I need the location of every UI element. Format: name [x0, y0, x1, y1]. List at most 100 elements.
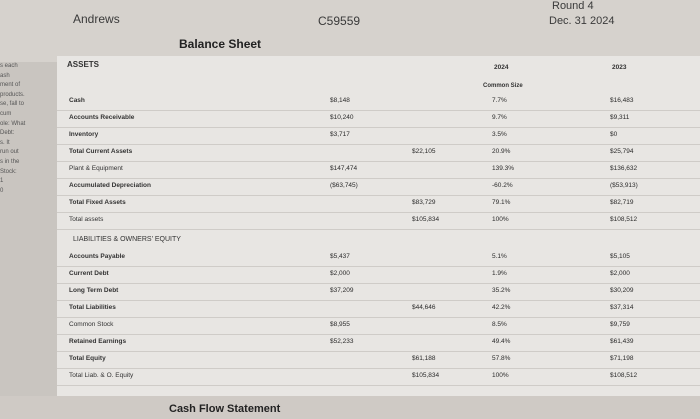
- row-value: $37,209: [330, 287, 354, 294]
- table-row: Current Debt $2,000 1.9% $2,000: [57, 266, 700, 284]
- report-header: [0, 0, 700, 62]
- page-title: Balance Sheet: [179, 37, 262, 51]
- table-row: Total Liab. & O. Equity $105,834 100% $1…: [57, 368, 700, 386]
- row-label: Cash: [69, 97, 85, 104]
- row-value: $5,437: [330, 253, 350, 260]
- row-prior: $82,719: [610, 199, 634, 206]
- side-text: se, fall to: [0, 101, 25, 108]
- side-text: s each: [0, 63, 18, 69]
- row-label: Current Debt: [69, 270, 109, 277]
- row-percent: 1.9%: [492, 270, 507, 277]
- row-label: Total Fixed Assets: [69, 199, 126, 206]
- row-percent: 3.5%: [492, 131, 507, 138]
- row-prior: $71,198: [610, 355, 634, 362]
- row-percent: 57.8%: [492, 355, 511, 362]
- column-common-size: Common Size: [483, 83, 523, 89]
- side-text: ash: [0, 72, 10, 79]
- side-text: ole: What: [0, 120, 26, 127]
- row-label: Common Stock: [69, 321, 114, 328]
- table-row: Total assets $105,834 100% $108,512: [57, 212, 700, 230]
- row-prior: $5,105: [610, 253, 630, 260]
- row-prior: $108,512: [610, 216, 638, 223]
- table-row: Accumulated Depreciation ($63,745) -60.2…: [57, 178, 700, 196]
- table-row: Cash $8,148 7.7% $16,483: [57, 93, 700, 111]
- column-2024: 2024: [494, 64, 509, 71]
- table-row: Long Term Debt $37,209 35.2% $30,209: [57, 283, 700, 301]
- table-row: Accounts Payable $5,437 5.1% $5,105: [57, 249, 700, 267]
- table-row: Plant & Equipment $147,474 139.3% $136,6…: [57, 161, 700, 179]
- row-percent: 100%: [492, 216, 509, 223]
- row-subtotal: $83,729: [412, 199, 436, 206]
- table-row: Common Stock $8,955 8.5% $9,759: [57, 317, 700, 335]
- side-text: Stock:: [0, 168, 17, 175]
- row-percent: -60.2%: [492, 182, 513, 189]
- row-percent: 42.2%: [492, 304, 511, 311]
- side-text: 1: [0, 178, 4, 185]
- table-row: Accounts Receivable $10,240 9.7% $9,311: [57, 110, 700, 128]
- row-label: Plant & Equipment: [69, 165, 123, 172]
- table-row: Retained Earnings $52,233 49.4% $61,439: [57, 334, 700, 352]
- row-subtotal: $61,188: [412, 355, 436, 362]
- row-label: Retained Earnings: [69, 338, 127, 345]
- row-prior: $9,311: [610, 114, 630, 121]
- report-date: Dec. 31 2024: [549, 15, 615, 27]
- table-row: Total Equity $61,188 57.8% $71,198: [57, 351, 700, 369]
- company-id: C59559: [318, 14, 361, 28]
- row-label: Accounts Receivable: [69, 114, 135, 121]
- side-text: run out: [0, 149, 19, 156]
- table-row: Total Current Assets $22,105 20.9% $25,7…: [57, 144, 700, 162]
- row-percent: 7.7%: [492, 97, 507, 104]
- row-prior: ($53,913): [610, 182, 638, 189]
- next-section-title: Cash Flow Statement: [169, 403, 281, 415]
- row-percent: 79.1%: [492, 199, 511, 206]
- row-value: $2,000: [330, 270, 350, 277]
- side-text: 0: [0, 187, 4, 194]
- row-percent: 35.2%: [492, 287, 511, 294]
- row-prior: $108,512: [610, 372, 638, 379]
- row-percent: 139.3%: [492, 165, 515, 172]
- balance-sheet-table: ASSETS 2024 2023 Common Size Cash $8,148…: [57, 56, 700, 396]
- row-value: $8,148: [330, 97, 350, 104]
- row-label: Total assets: [69, 216, 104, 223]
- row-percent: 8.5%: [492, 321, 507, 328]
- footer-bar: [0, 396, 700, 419]
- table-row: Total Fixed Assets $83,729 79.1% $82,719: [57, 195, 700, 213]
- side-text: cum: [0, 110, 12, 117]
- row-percent: 5.1%: [492, 253, 507, 260]
- row-prior: $37,314: [610, 304, 634, 311]
- side-text: s in the: [0, 158, 20, 165]
- row-label: Accumulated Depreciation: [69, 182, 151, 189]
- row-subtotal: $105,834: [412, 216, 440, 223]
- row-label: Accounts Payable: [69, 253, 125, 260]
- row-percent: 20.9%: [492, 148, 511, 155]
- section-liabilities: LIABILITIES & OWNERS' EQUITY: [73, 236, 181, 243]
- row-prior: $16,483: [610, 97, 634, 104]
- row-prior: $9,759: [610, 321, 630, 328]
- side-text: ment of: [0, 82, 21, 89]
- row-percent: 9.7%: [492, 114, 507, 121]
- side-text: s. It: [0, 139, 10, 146]
- row-label: Total Liab. & O. Equity: [69, 372, 134, 379]
- row-label: Long Term Debt: [69, 287, 119, 294]
- row-value: ($63,745): [330, 182, 358, 189]
- row-prior: $30,209: [610, 287, 634, 294]
- side-panel-fragments: s each ash ment of products. se, fall to…: [0, 62, 44, 242]
- row-prior: $2,000: [610, 270, 630, 277]
- row-label: Total Equity: [69, 355, 106, 362]
- row-subtotal: $105,834: [412, 372, 440, 379]
- section-assets: ASSETS: [67, 60, 100, 69]
- row-subtotal: $44,646: [412, 304, 436, 311]
- company-name: Andrews: [73, 12, 120, 26]
- round-label: Round 4: [552, 0, 594, 12]
- table-row: Inventory $3,717 3.5% $0: [57, 127, 700, 145]
- row-prior: $61,439: [610, 338, 634, 345]
- side-text: Debt:: [0, 130, 15, 137]
- row-prior: $136,632: [610, 165, 638, 172]
- row-subtotal: $22,105: [412, 148, 436, 155]
- row-value: $52,233: [330, 338, 354, 345]
- row-value: $147,474: [330, 165, 358, 172]
- row-prior: $25,794: [610, 148, 634, 155]
- row-label: Total Current Assets: [69, 148, 133, 155]
- row-label: Total Liabilities: [69, 304, 116, 311]
- row-percent: 49.4%: [492, 338, 511, 345]
